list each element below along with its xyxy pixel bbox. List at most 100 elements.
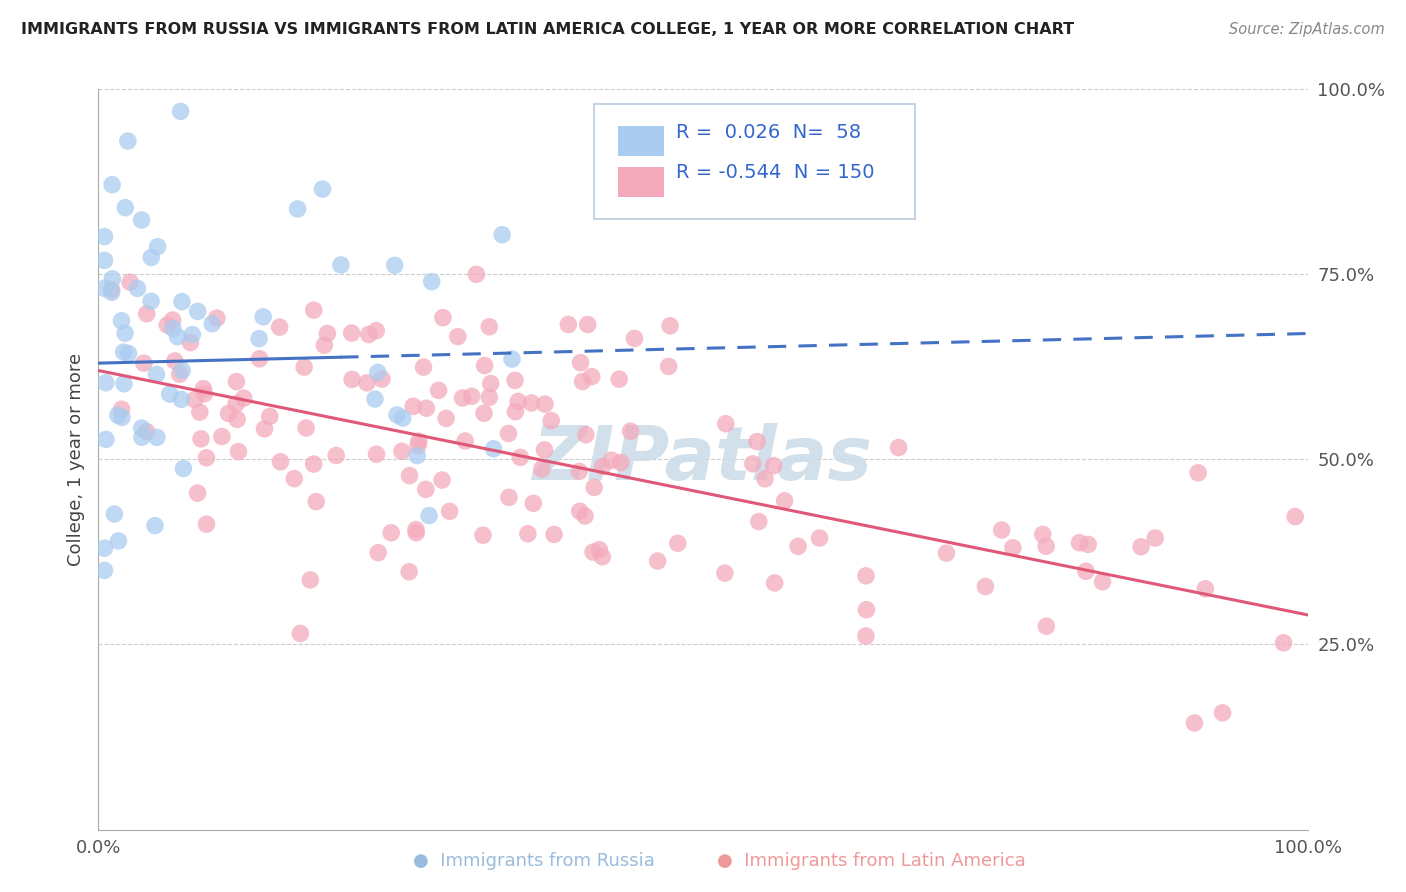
Point	[591, 549, 613, 564]
Point	[666, 536, 689, 550]
Point	[479, 376, 502, 391]
Point	[292, 360, 315, 375]
Point	[575, 427, 598, 442]
Point	[658, 359, 681, 374]
Point	[299, 573, 322, 587]
Point	[170, 392, 193, 407]
Point	[93, 564, 115, 578]
Point	[405, 525, 427, 540]
Point	[543, 527, 565, 541]
Point	[169, 104, 191, 119]
Point	[935, 546, 957, 560]
Point	[367, 546, 389, 560]
Point	[131, 213, 153, 227]
Point	[190, 432, 212, 446]
Point	[366, 447, 388, 461]
Point	[340, 326, 363, 340]
Point	[156, 318, 179, 332]
Text: ●  Immigrants from Latin America: ● Immigrants from Latin America	[717, 852, 1026, 870]
Point	[1035, 539, 1057, 553]
Point	[290, 626, 312, 640]
Point	[745, 434, 768, 449]
Point	[748, 515, 770, 529]
Point	[193, 382, 215, 396]
Point	[408, 434, 430, 449]
Point	[474, 359, 496, 373]
Point	[170, 294, 193, 309]
Point	[225, 375, 247, 389]
Point	[183, 392, 205, 407]
Point	[1184, 715, 1206, 730]
Point	[371, 372, 394, 386]
Point	[582, 545, 605, 559]
Point	[110, 402, 132, 417]
Point	[754, 472, 776, 486]
Point	[94, 376, 117, 390]
Point	[366, 324, 388, 338]
Point	[117, 346, 139, 360]
Point	[101, 272, 124, 286]
Point	[193, 386, 215, 401]
Point	[460, 389, 482, 403]
Point	[1272, 636, 1295, 650]
Point	[141, 251, 163, 265]
Point	[533, 442, 555, 457]
Point	[252, 310, 274, 324]
Point	[139, 294, 162, 309]
Point	[1069, 535, 1091, 549]
Point	[283, 472, 305, 486]
Point	[181, 327, 204, 342]
Point	[1284, 509, 1306, 524]
Point	[498, 491, 520, 505]
Point	[1144, 531, 1167, 545]
Point	[714, 566, 737, 580]
Point	[172, 363, 194, 377]
Point	[588, 542, 610, 557]
Point	[146, 240, 169, 254]
Point	[205, 311, 228, 326]
Point	[659, 318, 682, 333]
Point	[1212, 706, 1234, 720]
Text: R = -0.544  N = 150: R = -0.544 N = 150	[676, 163, 875, 182]
Point	[432, 310, 454, 325]
Point	[94, 433, 117, 447]
Point	[576, 318, 599, 332]
Point	[412, 360, 434, 375]
Point	[478, 390, 501, 404]
Point	[131, 430, 153, 444]
Point	[145, 368, 167, 382]
Point	[110, 314, 132, 328]
Point	[117, 134, 139, 148]
Point	[111, 410, 134, 425]
Point	[101, 178, 124, 192]
Point	[135, 307, 157, 321]
Point	[398, 565, 420, 579]
Text: IMMIGRANTS FROM RUSSIA VS IMMIGRANTS FROM LATIN AMERICA COLLEGE, 1 YEAR OR MORE : IMMIGRANTS FROM RUSSIA VS IMMIGRANTS FRO…	[21, 22, 1074, 37]
Point	[340, 372, 363, 386]
Point	[249, 351, 271, 366]
Point	[1130, 540, 1153, 554]
Point	[406, 439, 429, 453]
Point	[530, 462, 553, 476]
Point	[569, 356, 592, 370]
Text: ZIPatlas: ZIPatlas	[533, 423, 873, 496]
Point	[623, 331, 645, 345]
Point	[1001, 541, 1024, 555]
Point	[420, 275, 443, 289]
Point	[522, 496, 544, 510]
Point	[287, 202, 309, 216]
Y-axis label: College, 1 year or more: College, 1 year or more	[66, 353, 84, 566]
Point	[187, 486, 209, 500]
Point	[482, 442, 505, 456]
Point	[491, 227, 513, 242]
Point	[325, 449, 347, 463]
Point	[107, 533, 129, 548]
Point	[112, 345, 135, 359]
Point	[120, 275, 142, 289]
Point	[329, 258, 352, 272]
Point	[100, 285, 122, 300]
Point	[127, 281, 149, 295]
Point	[311, 182, 333, 196]
Point	[146, 430, 169, 444]
Point	[509, 450, 531, 465]
